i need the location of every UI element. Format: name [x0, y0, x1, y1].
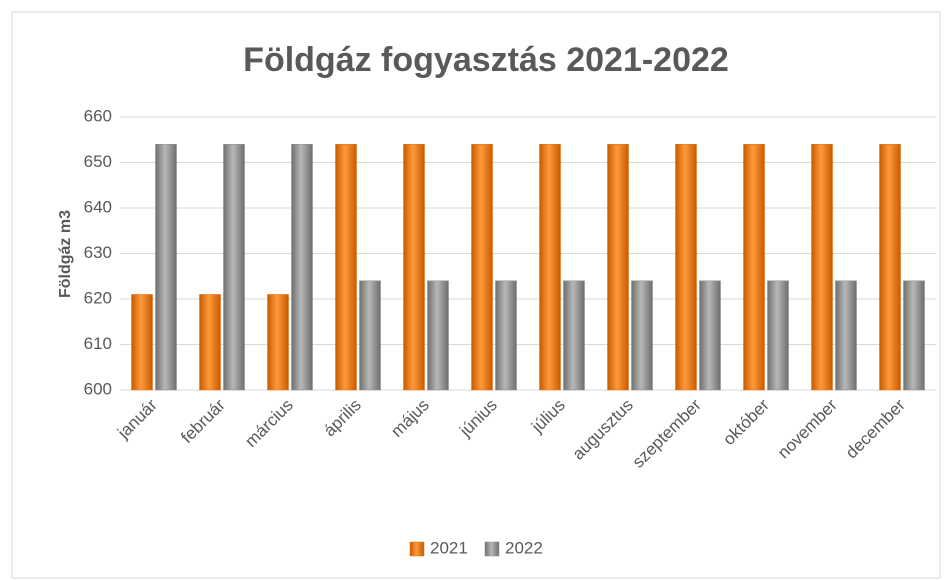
bar	[427, 280, 449, 391]
bar	[223, 144, 245, 391]
bar	[539, 144, 561, 391]
bar	[199, 294, 221, 391]
bar	[607, 144, 629, 391]
y-tick-label: 650	[84, 152, 112, 171]
legend-label: 2022	[505, 538, 543, 557]
legend-label: 2021	[430, 538, 468, 557]
legend-swatch	[484, 541, 500, 557]
bar	[359, 280, 381, 391]
y-tick-label: 610	[84, 334, 112, 353]
bar	[495, 280, 517, 391]
bar	[879, 144, 901, 391]
y-tick-label: 600	[84, 379, 112, 398]
bar	[267, 294, 289, 391]
bar	[767, 280, 789, 391]
bar	[699, 280, 721, 391]
y-tick-label: 620	[84, 288, 112, 307]
y-tick-label: 630	[84, 243, 112, 262]
bar	[403, 144, 425, 391]
y-axis-title: Földgáz m3	[57, 210, 74, 298]
bar	[563, 280, 585, 391]
bar	[903, 280, 925, 391]
bar	[743, 144, 765, 391]
y-tick-label: 660	[84, 106, 112, 125]
bar	[471, 144, 493, 391]
bar	[835, 280, 857, 391]
bar	[811, 144, 833, 391]
bar	[675, 144, 697, 391]
bar	[131, 294, 153, 391]
bar	[631, 280, 653, 391]
bar	[291, 144, 313, 391]
bar	[335, 144, 357, 391]
legend-swatch	[409, 541, 425, 557]
y-tick-label: 640	[84, 197, 112, 216]
bar	[155, 144, 177, 391]
chart-title: Földgáz fogyasztás 2021-2022	[243, 41, 729, 79]
